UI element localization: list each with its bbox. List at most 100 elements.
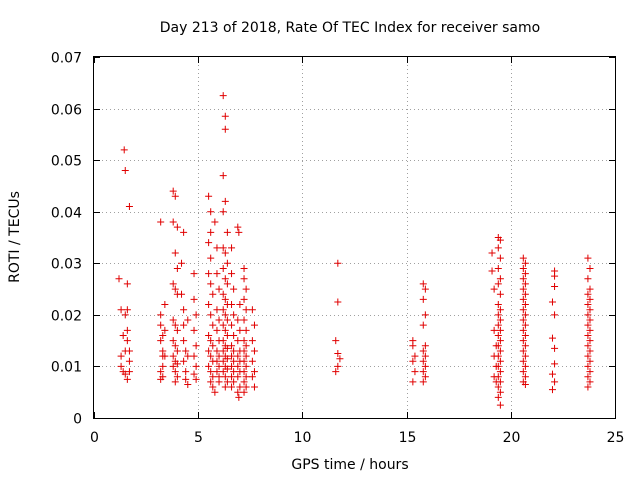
y-tick-label: 0.03 [51,257,82,273]
data-point [240,347,248,355]
data-point [586,347,594,355]
data-point [250,368,258,376]
data-point [242,352,250,360]
data-point [205,270,213,278]
data-point [219,208,227,216]
data-point [157,368,165,376]
data-point [173,264,181,272]
data-point [171,378,179,386]
data-point [494,264,502,272]
data-point [228,301,236,309]
data-point [169,187,177,195]
data-point [586,337,594,345]
data-point [215,352,223,360]
data-point [207,254,215,262]
data-point [240,275,248,283]
data-point [496,236,504,244]
data-point [250,383,258,391]
data-point [519,347,527,355]
data-point [551,282,559,290]
data-point [242,362,250,370]
data-point [494,311,502,319]
data-point [248,337,256,345]
x-tick-label: 0 [90,430,99,446]
data-point [584,352,592,360]
data-point [119,331,127,339]
data-point [192,311,200,319]
data-point [123,337,131,345]
data-point [248,373,256,381]
data-point [496,254,504,262]
data-point [209,290,217,298]
data-point [207,368,215,376]
y-tick-label: 0.01 [51,360,82,376]
data-point [494,321,502,329]
data-point [586,264,594,272]
data-points [115,92,594,409]
data-point [234,223,242,231]
data-point [488,249,496,257]
data-point [125,347,133,355]
data-point [192,362,200,370]
data-point [213,306,221,314]
data-point [584,254,592,262]
data-point [240,337,248,345]
data-point [234,337,242,345]
data-point [234,362,242,370]
data-point [171,192,179,200]
data-point [205,362,213,370]
data-point [221,311,229,319]
data-point [519,326,527,334]
data-point [221,275,229,283]
data-point [248,306,256,314]
data-point [409,378,417,386]
data-point [521,331,529,339]
data-point [419,347,427,355]
data-point [242,342,250,350]
x-tick-label: 15 [399,430,417,446]
data-point [240,264,248,272]
data-point [421,285,429,293]
data-point [230,347,238,355]
data-point [230,368,238,376]
data-point [221,125,229,133]
data-point [586,316,594,324]
data-point [192,375,200,383]
data-point [228,352,236,360]
data-point [496,368,504,376]
y-tick-label: 0.02 [51,309,82,325]
data-point [494,331,502,339]
data-point [521,280,529,288]
data-point [496,401,504,409]
data-point [421,352,429,360]
data-point [213,326,221,334]
data-point [228,321,236,329]
data-point [171,321,179,329]
data-point [334,350,342,358]
data-point [157,311,165,319]
data-point [228,362,236,370]
data-point [548,370,556,378]
data-point [586,306,594,314]
data-point [173,347,181,355]
data-point [240,368,248,376]
data-point [230,357,238,365]
data-point [223,228,231,236]
data-point [494,393,502,401]
data-point [117,362,125,370]
data-point [490,326,498,334]
data-point [192,342,200,350]
data-point [205,331,213,339]
data-point [250,347,258,355]
data-point [171,342,179,350]
data-point [584,373,592,381]
data-point [169,362,177,370]
data-point [219,347,227,355]
data-point [494,362,502,370]
chart-title: Day 213 of 2018, Rate Of TEC Index for r… [160,20,540,36]
data-point [207,228,215,236]
data-point [173,326,181,334]
data-point [169,280,177,288]
data-point [221,249,229,257]
data-point [173,223,181,231]
